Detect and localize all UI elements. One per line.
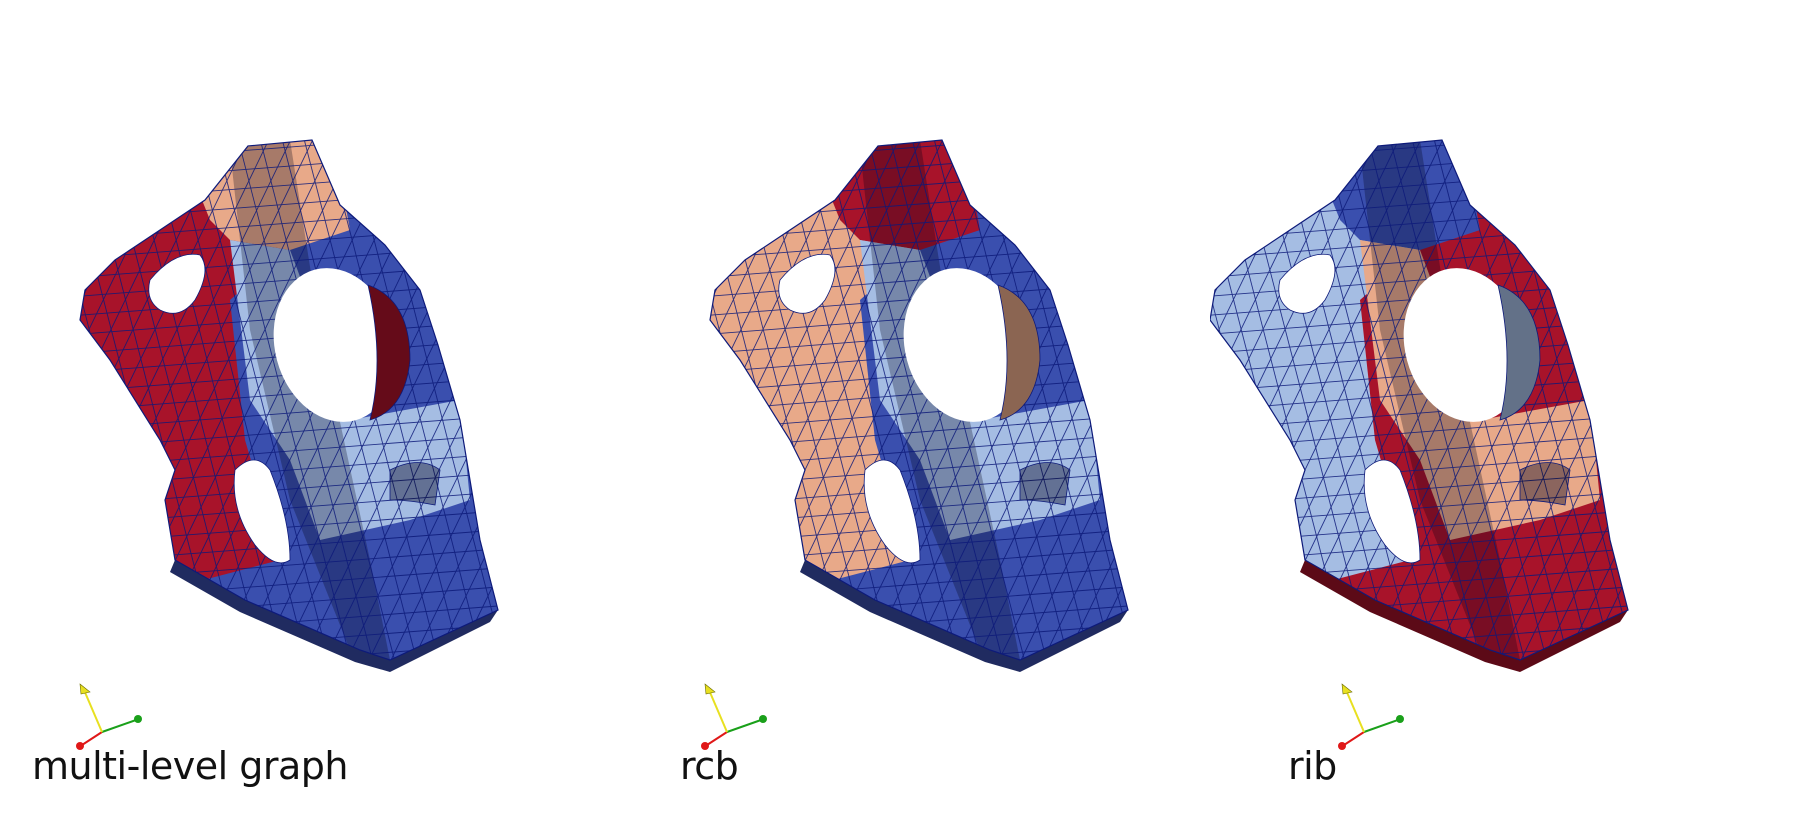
orientation-axes-icon <box>685 670 775 760</box>
panel-label: rib <box>1288 744 1337 788</box>
panel-multilevel-graph: multi-level graph <box>0 0 598 828</box>
mesh-render <box>709 139 1129 672</box>
orientation-axes-icon <box>1322 670 1412 760</box>
panel-rcb: rcb <box>630 0 1228 828</box>
panel-label: rcb <box>680 744 739 788</box>
mesh-render <box>1210 139 1629 672</box>
panel-rib: rib <box>1210 0 1794 828</box>
orientation-axes-icon <box>60 670 150 760</box>
mesh-render <box>79 139 499 672</box>
panel-label: multi-level graph <box>32 744 349 788</box>
